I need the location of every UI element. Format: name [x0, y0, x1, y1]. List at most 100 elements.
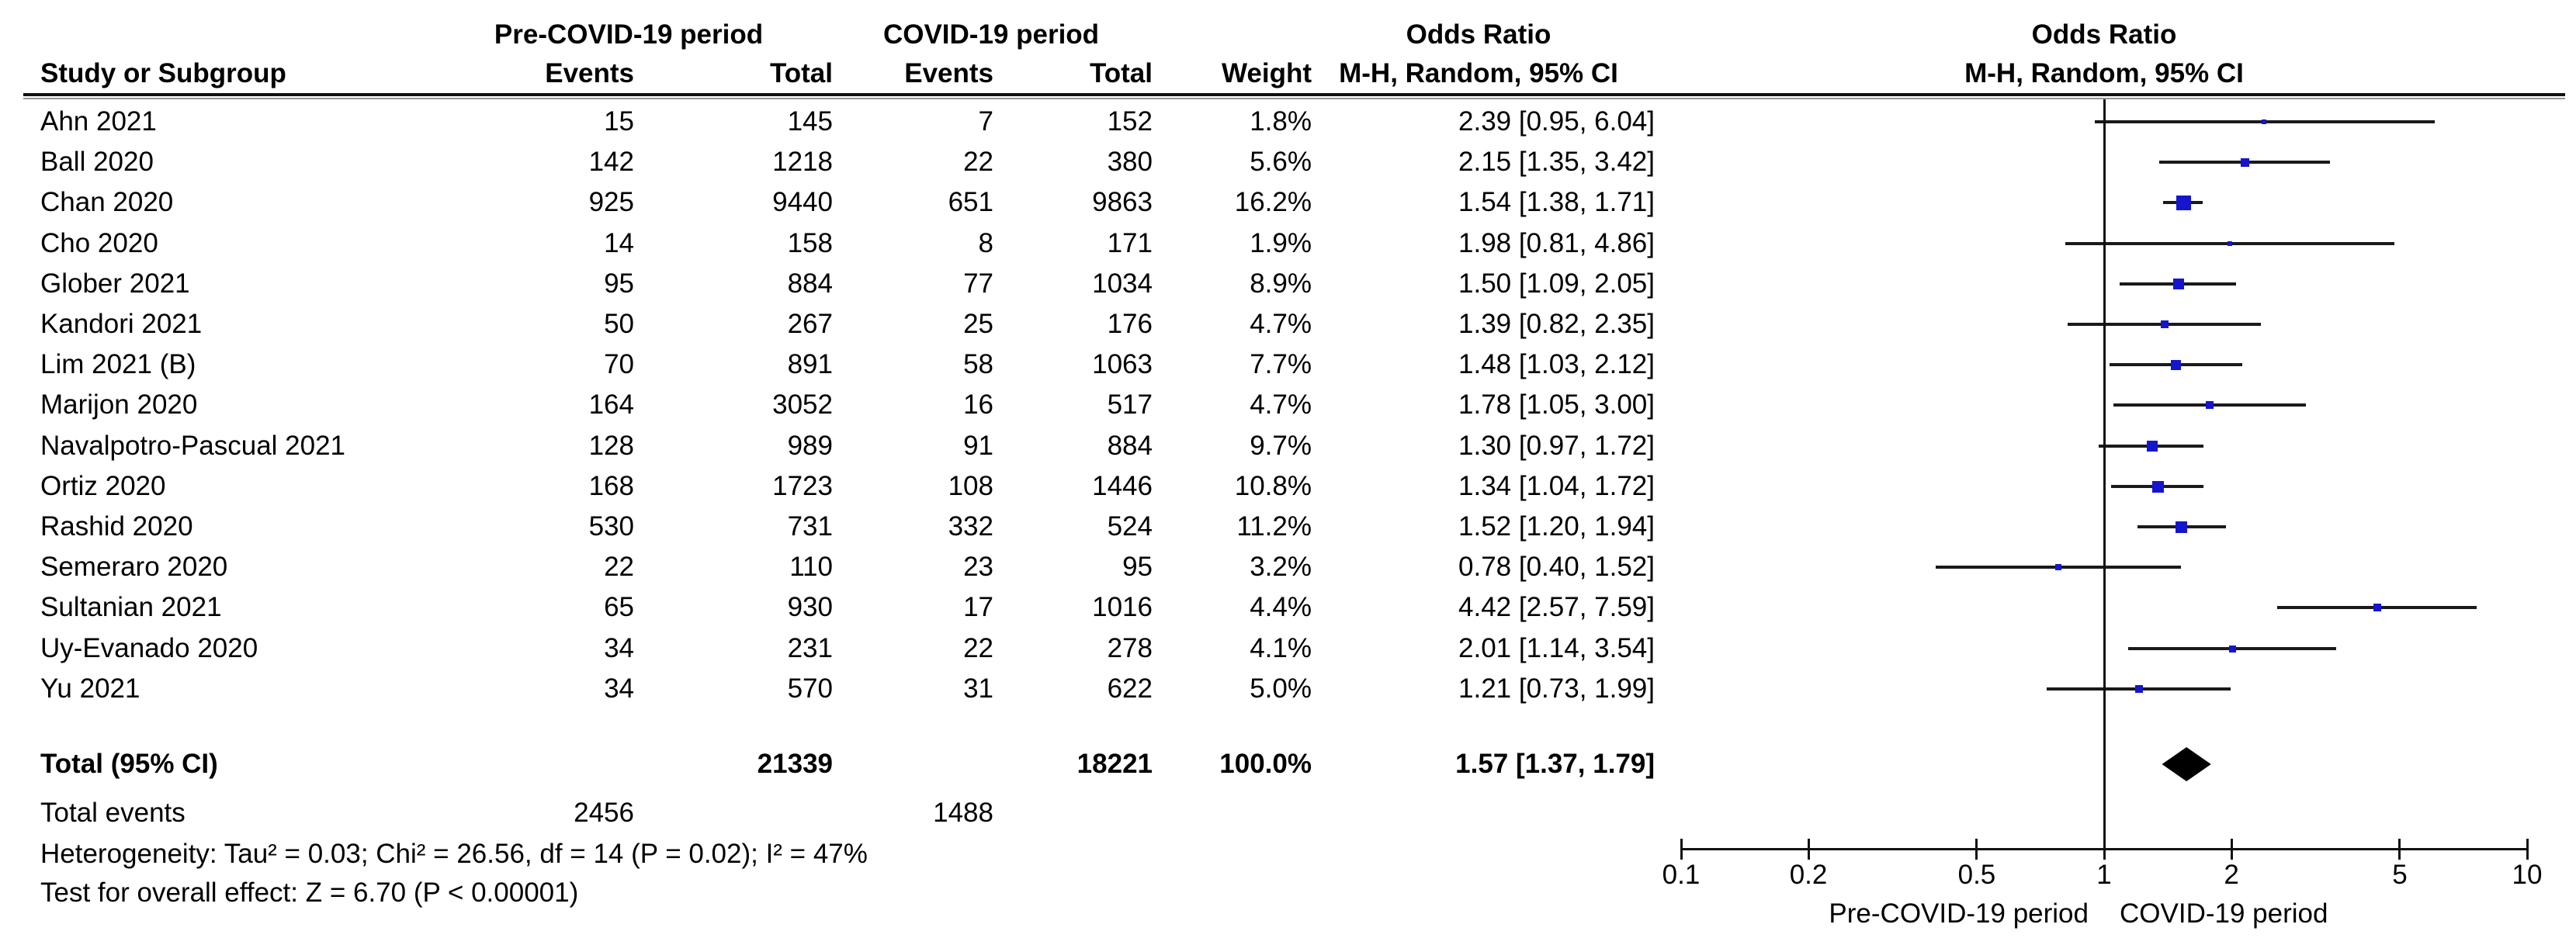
study-name: Cho 2020 — [40, 228, 158, 258]
covid-events-cell: 91 — [963, 431, 993, 461]
plot-header-or-method: M-H, Random, 95% CI — [1964, 58, 2244, 88]
pre-events-cell: 50 — [604, 309, 634, 339]
x-axis-tick-label: 1 — [2096, 860, 2112, 890]
or-point-marker — [2175, 521, 2187, 533]
column-header-covid-total: Total — [1089, 58, 1153, 88]
weight-cell: 3.2% — [1250, 552, 1312, 582]
pre-total-cell: 3052 — [772, 389, 833, 420]
weight-cell: 5.6% — [1250, 147, 1312, 177]
or-ci-cell: 1.54 [1.38, 1.71] — [1458, 187, 1655, 217]
study-name: Semeraro 2020 — [40, 552, 228, 582]
pre-total-cell: 891 — [787, 349, 833, 379]
covid-total-cell: 1063 — [1092, 349, 1153, 379]
study-name: Chan 2020 — [40, 187, 174, 217]
x-axis-tick — [2230, 839, 2233, 860]
or-point-marker — [2240, 158, 2249, 167]
pre-total-cell: 267 — [787, 309, 833, 339]
null-effect-line — [2103, 99, 2106, 849]
header-rule — [23, 93, 2565, 96]
total-events-covid: 1488 — [933, 798, 993, 828]
x-axis-tick — [1975, 839, 1978, 860]
weight-cell: 4.1% — [1250, 633, 1312, 663]
pre-total-cell: 989 — [787, 431, 833, 461]
or-ci-cell: 0.78 [0.40, 1.52] — [1458, 552, 1655, 582]
covid-total-cell: 278 — [1107, 633, 1153, 663]
weight-cell: 16.2% — [1234, 187, 1312, 217]
x-axis-tick — [1680, 839, 1683, 860]
covid-events-cell: 108 — [948, 471, 993, 501]
pre-events-cell: 142 — [588, 147, 634, 177]
or-ci-cell: 1.48 [1.03, 2.12] — [1458, 349, 1655, 379]
header-rule-shadow — [23, 98, 2565, 99]
study-name: Kandori 2021 — [40, 309, 203, 339]
covid-events-cell: 22 — [963, 147, 993, 177]
covid-total-cell: 152 — [1107, 106, 1153, 137]
pre-events-cell: 95 — [604, 268, 634, 299]
covid-events-cell: 7 — [978, 106, 993, 137]
x-axis-tick-label: 2 — [2224, 860, 2239, 890]
covid-total-cell: 9863 — [1092, 187, 1153, 217]
study-name: Lim 2021 (B) — [40, 349, 196, 379]
pre-events-cell: 22 — [604, 552, 634, 582]
x-axis-tick — [2103, 839, 2106, 860]
covid-events-cell: 77 — [963, 268, 993, 299]
x-axis-tick-label: 5 — [2392, 860, 2408, 890]
covid-events-cell: 25 — [963, 309, 993, 339]
total-row-label: Total (95% CI) — [40, 749, 218, 779]
study-name: Navalpotro-Pascual 2021 — [40, 431, 346, 461]
total-weight: 100.0% — [1219, 749, 1312, 779]
overall-effect-test: Test for overall effect: Z = 6.70 (P < 0… — [40, 878, 579, 908]
pre-total-cell: 9440 — [772, 187, 833, 217]
pre-events-cell: 164 — [588, 389, 634, 420]
pre-total-cell: 731 — [787, 511, 833, 542]
pre-total-cell: 145 — [787, 106, 833, 137]
covid-events-cell: 22 — [963, 633, 993, 663]
covid-events-cell: 23 — [963, 552, 993, 582]
weight-cell: 11.2% — [1236, 511, 1312, 542]
pre-events-cell: 15 — [604, 106, 634, 137]
column-header-weight: Weight — [1221, 58, 1312, 88]
x-axis-tick-label: 0.5 — [1957, 860, 1996, 890]
or-point-marker — [2262, 119, 2267, 124]
column-header-or-method: M-H, Random, 95% CI — [1339, 58, 1618, 88]
covid-events-cell: 8 — [978, 228, 993, 258]
plot-title: Odds Ratio — [2031, 19, 2177, 50]
or-ci-cell: 1.98 [0.81, 4.86] — [1458, 228, 1655, 258]
pre-events-cell: 70 — [604, 349, 634, 379]
or-point-marker — [2227, 241, 2232, 246]
column-group-covid: COVID-19 period — [882, 19, 1100, 50]
column-header-pre-total: Total — [769, 58, 833, 88]
total-or-ci: 1.57 [1.37, 1.79] — [1455, 749, 1655, 779]
pooled-effect-diamond — [2162, 747, 2211, 781]
column-header-covid-events: Events — [904, 58, 993, 88]
pre-total-cell: 231 — [787, 633, 833, 663]
weight-cell: 10.8% — [1234, 471, 1312, 501]
pre-events-cell: 34 — [604, 633, 634, 663]
pre-total-cell: 884 — [787, 268, 833, 299]
x-axis-tick-label: 0.1 — [1662, 860, 1701, 890]
covid-total-cell: 1016 — [1092, 592, 1153, 622]
axis-label-favours-covid: COVID-19 period — [2120, 898, 2328, 929]
column-header-pre-events: Events — [545, 58, 634, 88]
or-point-marker — [2147, 441, 2158, 452]
covid-total-cell: 1034 — [1092, 268, 1153, 299]
weight-cell: 4.7% — [1250, 389, 1312, 420]
pre-events-cell: 65 — [604, 592, 634, 622]
or-ci-cell: 1.34 [1.04, 1.72] — [1458, 471, 1655, 501]
study-name: Yu 2021 — [40, 673, 140, 704]
total-pre-total: 21339 — [757, 749, 833, 779]
or-ci-cell: 1.30 [0.97, 1.72] — [1458, 431, 1655, 461]
study-name: Sultanian 2021 — [40, 592, 222, 622]
pre-total-cell: 158 — [787, 228, 833, 258]
axis-label-favours-pre: Pre-COVID-19 period — [1829, 898, 2089, 929]
covid-events-cell: 651 — [948, 187, 993, 217]
covid-events-cell: 332 — [948, 511, 993, 542]
or-ci-cell: 1.52 [1.20, 1.94] — [1458, 511, 1655, 542]
study-name: Ortiz 2020 — [40, 471, 166, 501]
weight-cell: 9.7% — [1250, 431, 1312, 461]
weight-cell: 1.9% — [1250, 228, 1312, 258]
or-column-title: Odds Ratio — [1406, 19, 1551, 50]
covid-total-cell: 884 — [1107, 431, 1153, 461]
or-point-marker — [2171, 359, 2182, 370]
heterogeneity-stats: Heterogeneity: Tau² = 0.03; Chi² = 26.56… — [40, 839, 868, 869]
